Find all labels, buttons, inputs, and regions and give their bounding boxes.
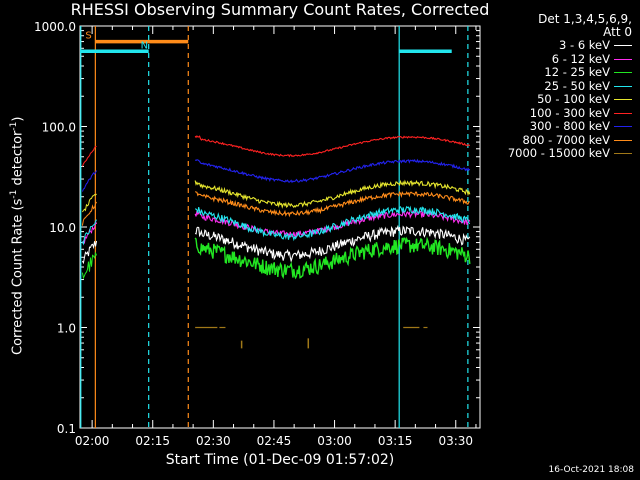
series-early-trace: [81, 219, 98, 246]
detector-info: Det 1,3,4,5,6,9, Att 0: [500, 13, 632, 39]
legend-label: 50 - 100 keV: [537, 92, 610, 106]
legend-swatch: [614, 85, 632, 87]
y-tick-label: 0.1: [57, 422, 76, 436]
series-trace: [194, 179, 471, 209]
x-axis-label: Start Time (01-Dec-09 01:57:02): [165, 452, 395, 468]
series-early-trace: [82, 193, 97, 213]
y-axis-label-exp: -1: [9, 189, 19, 199]
series-early-trace: [81, 170, 98, 192]
legend-swatch: [614, 99, 632, 101]
y-tick-label: 1.0: [57, 322, 76, 336]
legend-entry: 300 - 800 keV: [482, 119, 632, 134]
series-trace: [194, 135, 471, 158]
series-trace: [194, 224, 471, 263]
legend-entry: 3 - 6 keV: [482, 38, 632, 53]
legend-label: 7000 - 15000 keV: [507, 146, 610, 160]
legend-swatch: [614, 58, 632, 60]
y-tick-label: 100.0: [42, 121, 76, 135]
series-trace: [194, 158, 471, 184]
series-early-trace: [81, 201, 97, 226]
series-early-trace: [81, 251, 98, 280]
x-tick-label: 02:00: [75, 434, 110, 448]
legend-label: 300 - 800 keV: [529, 119, 610, 133]
detector-info-line-2: Att 0: [603, 25, 632, 39]
timestamp: 16-Oct-2021 18:08: [548, 465, 634, 475]
legend-entry: 25 - 50 keV: [482, 78, 632, 94]
x-tick-label: 03:00: [317, 434, 352, 448]
legend-entry: 50 - 100 keV: [482, 92, 632, 107]
legend-swatch: [614, 112, 632, 114]
y-tick-label: 1000.0: [34, 20, 76, 34]
legend-swatch: [614, 153, 632, 155]
x-tick-label: 02:45: [257, 434, 292, 448]
series-trace: [194, 205, 471, 242]
flag-label: S: [85, 31, 91, 42]
x-tick-label: 03:30: [438, 434, 473, 448]
legend-entry: 6 - 12 keV: [482, 51, 632, 67]
legend-entry: 12 - 25 keV: [482, 65, 632, 80]
legend-label: 25 - 50 keV: [544, 78, 610, 93]
y-tick-label: 10.0: [49, 221, 76, 235]
legend-entry: 7000 - 15000 keV: [482, 146, 632, 161]
legend-entry: 800 - 7000 keV: [482, 132, 632, 148]
detector-info-line-1: Det 1,3,4,5,6,9,: [538, 12, 632, 26]
series-early-trace: [81, 240, 98, 265]
legend-label: 12 - 25 keV: [544, 65, 610, 79]
y-axis-label-close: ): [10, 116, 26, 122]
flag-label: N: [141, 40, 148, 51]
legend-swatch: [614, 126, 632, 128]
series-early-trace: [81, 145, 97, 167]
y-axis-label-text-2: detector: [10, 130, 26, 190]
legend-label: 3 - 6 keV: [559, 38, 610, 52]
legend-entry: 100 - 300 keV: [482, 105, 632, 121]
legend-swatch: [614, 45, 632, 47]
chart-title: RHESSI Observing Summary Count Rates, Co…: [70, 0, 490, 19]
y-axis-label-text: Corrected Count Rate (s: [10, 198, 26, 355]
legend-label: 6 - 12 keV: [551, 51, 610, 66]
legend-swatch: [614, 139, 632, 141]
x-tick-label: 02:15: [135, 434, 170, 448]
series-trace: [194, 236, 471, 280]
legend-label: 100 - 300 keV: [529, 105, 610, 120]
x-tick-label: 03:15: [378, 434, 413, 448]
legend: 3 - 6 keV 6 - 12 keV 12 - 25 keV 25 - 50 ke…: [482, 38, 632, 161]
x-tick-label: 02:30: [196, 434, 231, 448]
series-trace: [194, 190, 470, 218]
plot-frame: [79, 25, 481, 429]
legend-label: 800 - 7000 keV: [522, 132, 610, 147]
legend-swatch: [614, 72, 632, 74]
y-axis-label-exp-2: -1: [9, 121, 19, 131]
